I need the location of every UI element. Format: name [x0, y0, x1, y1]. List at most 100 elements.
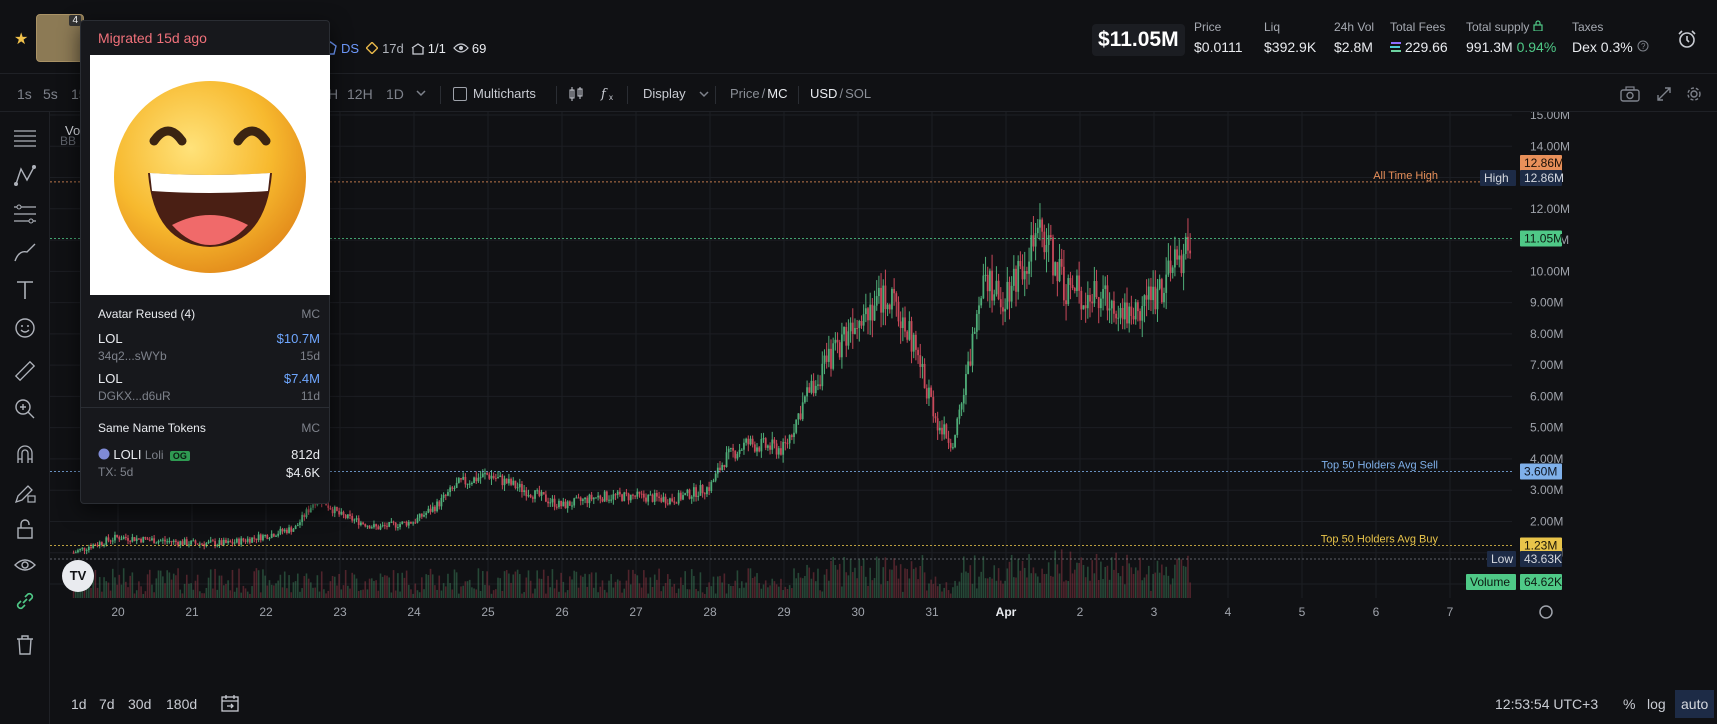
timeframe-1s[interactable]: 1s — [17, 86, 32, 102]
eye-icon — [452, 43, 469, 53]
volume-bar — [257, 570, 260, 598]
candle-body — [1030, 235, 1033, 262]
candle-body — [967, 361, 970, 375]
candle-body — [418, 513, 421, 518]
favorite-star-icon[interactable]: ★ — [14, 31, 29, 48]
display-dropdown[interactable]: Display — [643, 86, 710, 101]
percent-scale-toggle[interactable]: % — [1623, 696, 1636, 712]
timeframe-dropdown-chevron-icon[interactable] — [415, 86, 427, 102]
candle-body — [882, 285, 885, 313]
timeframe-1d[interactable]: 1D — [386, 86, 404, 102]
magnet-icon[interactable] — [13, 443, 37, 467]
candle-body — [864, 308, 867, 315]
multicharts-toggle[interactable]: Multicharts — [453, 86, 536, 101]
emoji-icon[interactable] — [13, 316, 37, 340]
text-tool-icon[interactable] — [13, 278, 37, 302]
candle-body — [995, 280, 998, 295]
fullscreen-icon[interactable] — [1656, 86, 1672, 102]
draw-lock-pencil-icon[interactable] — [13, 481, 37, 505]
timeframe-h[interactable]: H — [328, 86, 339, 102]
timeframe-12h[interactable]: 12H — [347, 86, 373, 102]
sol-option[interactable]: SOL — [845, 86, 872, 101]
volume-bar — [703, 593, 706, 598]
volume-bar — [888, 569, 891, 598]
currency-toggle[interactable]: USD / SOL — [810, 86, 871, 101]
price-option[interactable]: Price — [730, 86, 760, 101]
candle-body — [856, 328, 859, 330]
volume-bar — [118, 574, 121, 598]
candle-body — [686, 489, 689, 494]
goto-date-icon[interactable] — [220, 694, 240, 715]
volume-bar — [1174, 564, 1176, 598]
volume-bar — [344, 570, 347, 598]
volume-bar — [788, 585, 791, 598]
fib-retracement-icon[interactable] — [13, 202, 37, 226]
x-tick-label: 25 — [481, 605, 495, 619]
list-item[interactable]: LOLI Loli OG 812d TX: 5d $4.6K — [98, 447, 320, 480]
token-avatar[interactable]: 4 — [36, 14, 84, 62]
zoom-in-icon[interactable] — [13, 397, 37, 421]
alarm-clock-icon[interactable] — [1676, 28, 1698, 50]
range-1d[interactable]: 1d — [71, 696, 87, 712]
camera-icon[interactable] — [1620, 86, 1640, 102]
candle-body — [756, 447, 758, 452]
candle-body — [988, 270, 991, 292]
volume-bar — [85, 589, 88, 598]
timeframe-5s[interactable]: 5s — [43, 86, 58, 102]
bb-legend-label: BB — [60, 134, 77, 148]
candle-style-icon[interactable] — [568, 86, 584, 102]
candle-body — [945, 424, 948, 439]
volume-bar — [471, 587, 473, 598]
volume-bar — [714, 593, 717, 598]
volume-bar — [503, 571, 506, 598]
volume-bar — [1106, 565, 1109, 598]
mc-option[interactable]: MC — [767, 86, 788, 101]
candle-body — [969, 361, 972, 366]
list-item[interactable]: LOL $10.7M 34q2...sWYb 15d — [98, 331, 320, 363]
candle-body — [1019, 260, 1022, 267]
candle-body — [773, 439, 776, 444]
volume-bar — [608, 580, 610, 598]
x-tick-label: Apr — [996, 605, 1017, 619]
trash-icon[interactable] — [13, 633, 37, 657]
volume-bar — [251, 586, 253, 598]
price-mc-toggle[interactable]: Price / MC — [730, 86, 787, 101]
range-7d[interactable]: 7d — [99, 696, 115, 712]
visibility-eye-icon[interactable] — [13, 553, 37, 577]
candle-body — [699, 485, 702, 496]
candle-body — [749, 438, 752, 445]
list-item[interactable]: LOL $7.4M DGKX...d6uR 11d — [98, 371, 320, 403]
settings-gear-icon[interactable] — [1686, 86, 1702, 102]
volume-bar — [407, 584, 410, 598]
link-icon[interactable] — [13, 589, 37, 613]
candle-body — [1054, 262, 1057, 276]
range-30d[interactable]: 30d — [128, 696, 152, 712]
volume-bar — [1023, 567, 1026, 598]
candle-body — [579, 497, 582, 501]
volume-bar — [612, 587, 615, 598]
crosshair-lines-icon[interactable] — [13, 126, 37, 150]
volume-bar — [222, 585, 225, 598]
volume-bar — [1104, 566, 1107, 598]
multicharts-checkbox[interactable] — [453, 86, 467, 101]
candle-body — [586, 497, 589, 504]
lock-icon[interactable] — [13, 517, 37, 541]
auto-scale-toggle[interactable]: auto — [1675, 690, 1715, 718]
trend-line-icon[interactable] — [13, 164, 37, 188]
volume-bar — [1124, 584, 1126, 598]
usd-option[interactable]: USD — [810, 86, 838, 101]
candle-body — [747, 438, 750, 445]
log-scale-toggle[interactable]: log — [1647, 696, 1666, 712]
volume-bar — [1119, 576, 1122, 598]
range-180d[interactable]: 180d — [166, 696, 198, 712]
candle-body — [262, 535, 264, 541]
volume-bar — [225, 583, 227, 598]
volume-bar — [390, 592, 393, 598]
brush-icon[interactable] — [13, 240, 37, 264]
x-tick-label: 4 — [1225, 605, 1232, 619]
volume-bar — [388, 577, 390, 598]
ruler-icon[interactable] — [13, 359, 37, 383]
mc-column-label: MC — [301, 307, 320, 321]
volume-bar — [645, 577, 647, 598]
